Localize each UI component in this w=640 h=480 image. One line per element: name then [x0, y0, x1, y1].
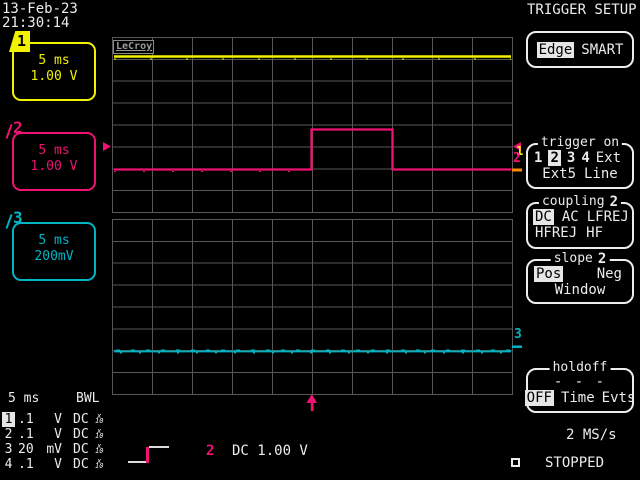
footer-ch2-scale: .1: [18, 427, 34, 442]
footer-timebase: 5 ms: [8, 391, 40, 406]
rising-edge-icon-top: [149, 446, 169, 448]
slope-neg-option[interactable]: Neg: [596, 266, 622, 282]
footer-channel-1-row: 1 .1 V DC x 10: [2, 412, 114, 427]
channel-3-tab[interactable]: 3: [13, 208, 23, 227]
lecroy-logo: LeCroy: [113, 40, 154, 54]
trigger-on-ext[interactable]: Ext: [595, 150, 622, 166]
footer-ch3-coupling: DC: [73, 442, 89, 457]
footer-ch2-probe: x 10: [95, 427, 104, 440]
channel-2-scale: 1.00 V: [30, 159, 78, 174]
footer-channel-4-row: 4 .1 V DC x 10: [2, 457, 114, 472]
slope-source: 2: [597, 251, 607, 267]
trigger-on-ext5[interactable]: Ext5: [542, 166, 576, 182]
holdoff-off-option[interactable]: OFF: [524, 390, 554, 406]
channel-2-tab[interactable]: 2: [13, 118, 23, 137]
coupling-box: coupling 2 DC AC LFREJ HFREJ HF: [526, 195, 634, 249]
footer-ch2-coupling: DC: [73, 427, 89, 442]
acquisition-status: STOPPED: [545, 455, 605, 471]
channel-1-tab[interactable]: 1: [9, 31, 30, 52]
bwl-label: BWL: [76, 391, 100, 406]
trigger-mode-box: Edge SMART: [526, 31, 634, 68]
mode-edge-option[interactable]: Edge: [536, 41, 575, 58]
footer-ch3-scale: 20: [18, 442, 34, 457]
channel-2-box[interactable]: 5 ms 1.00 V: [12, 132, 96, 191]
coupling-legend: coupling: [541, 194, 605, 209]
footer-ch3-num[interactable]: 3: [4, 442, 13, 457]
trigger-time-arrow: [306, 394, 317, 403]
trigger-level-readout: DC 1.00 V: [232, 443, 308, 459]
footer-channel-2-row: 2 .1 V DC x 10: [2, 427, 114, 442]
slope-legend: slope: [553, 251, 593, 266]
rising-edge-icon-vertical: [146, 447, 149, 463]
trigger-on-ch3[interactable]: 3: [566, 150, 576, 166]
trigger-on-box: trigger on 1 2 3 4 Ext Ext5 Line: [526, 136, 634, 189]
coupling-hfrej-option[interactable]: HFREJ: [535, 225, 578, 241]
ch3-zero-marker: [512, 345, 522, 348]
holdoff-time-option[interactable]: Time: [560, 390, 595, 406]
coupling-lfrej-option[interactable]: LFREJ: [586, 209, 629, 225]
lower-grid: [112, 219, 513, 395]
channel-3-tab-slant: [5, 214, 13, 229]
channel-2-timebase: 5 ms: [38, 143, 70, 158]
coupling-source: 2: [609, 194, 619, 210]
trigger-on-line[interactable]: Line: [584, 166, 618, 182]
footer-ch1-probe: x 10: [95, 412, 104, 425]
holdoff-legend: holdoff: [552, 360, 608, 375]
channel-3-timebase: 5 ms: [38, 233, 70, 248]
coupling-hf-option[interactable]: HF: [586, 225, 604, 241]
rising-edge-icon: [128, 461, 146, 463]
channel-1-scale: 1.00 V: [30, 69, 78, 84]
trigger-level-arrow-left: [103, 142, 111, 151]
ch1-ch2-zero-marker: [512, 168, 522, 172]
footer-ch3-unit: mV: [46, 442, 62, 457]
footer-ch3-probe: x 10: [95, 442, 104, 455]
footer-channel-3-row: 3 20 mV DC x 10: [2, 442, 114, 457]
sample-rate: 2 MS/s: [566, 427, 617, 443]
trigger-source-readout: 2: [206, 443, 215, 459]
ch1-right-label: 1: [516, 144, 524, 158]
footer-ch4-scale: .1: [18, 457, 34, 472]
footer-ch1-unit: V: [54, 412, 62, 427]
slope-window-option[interactable]: Window: [554, 282, 606, 298]
trigger-on-legend: trigger on: [540, 135, 620, 150]
trigger-level-label: 2: [513, 151, 521, 166]
footer-ch1-num[interactable]: 1: [2, 412, 15, 427]
channel-1-timebase: 5 ms: [38, 53, 70, 68]
footer-ch4-probe: x 10: [95, 457, 104, 470]
holdoff-evts-option[interactable]: Evts: [601, 390, 636, 406]
channel-2-tab-slant: [5, 124, 13, 139]
mode-smart-option[interactable]: SMART: [581, 41, 624, 58]
footer-ch1-coupling: DC: [73, 412, 89, 427]
stopped-indicator-icon: [511, 458, 520, 467]
coupling-ac-option[interactable]: AC: [561, 209, 579, 225]
footer-ch4-num[interactable]: 4: [4, 457, 13, 472]
trigger-on-ch4[interactable]: 4: [581, 150, 590, 166]
time-label: 21:30:14: [2, 15, 70, 31]
trigger-time-arrow-stem: [310, 400, 314, 411]
footer-ch4-unit: V: [54, 457, 62, 472]
date-label: 13-Feb-23: [2, 1, 78, 17]
slope-box: slope 2 Pos Neg Window: [526, 252, 634, 304]
ch3-right-label: 3: [514, 327, 522, 342]
footer-ch2-unit: V: [54, 427, 62, 442]
upper-grid: [112, 37, 513, 213]
trigger-on-ch1[interactable]: 1: [534, 150, 543, 166]
channel-3-box[interactable]: 5 ms 200mV: [12, 222, 96, 281]
footer-ch1-scale: .1: [18, 412, 34, 427]
trigger-on-ch2[interactable]: 2: [548, 150, 561, 166]
holdoff-dashes: - - -: [553, 374, 607, 390]
channel-3-scale: 200mV: [34, 249, 74, 264]
slope-pos-option[interactable]: Pos: [534, 266, 564, 282]
page-title: TRIGGER SETUP: [527, 2, 637, 18]
coupling-dc-option[interactable]: DC: [533, 209, 554, 225]
holdoff-box: holdoff - - - OFF Time Evts: [524, 361, 636, 413]
footer-ch4-coupling: DC: [73, 457, 89, 472]
footer-ch2-num[interactable]: 2: [4, 427, 13, 442]
